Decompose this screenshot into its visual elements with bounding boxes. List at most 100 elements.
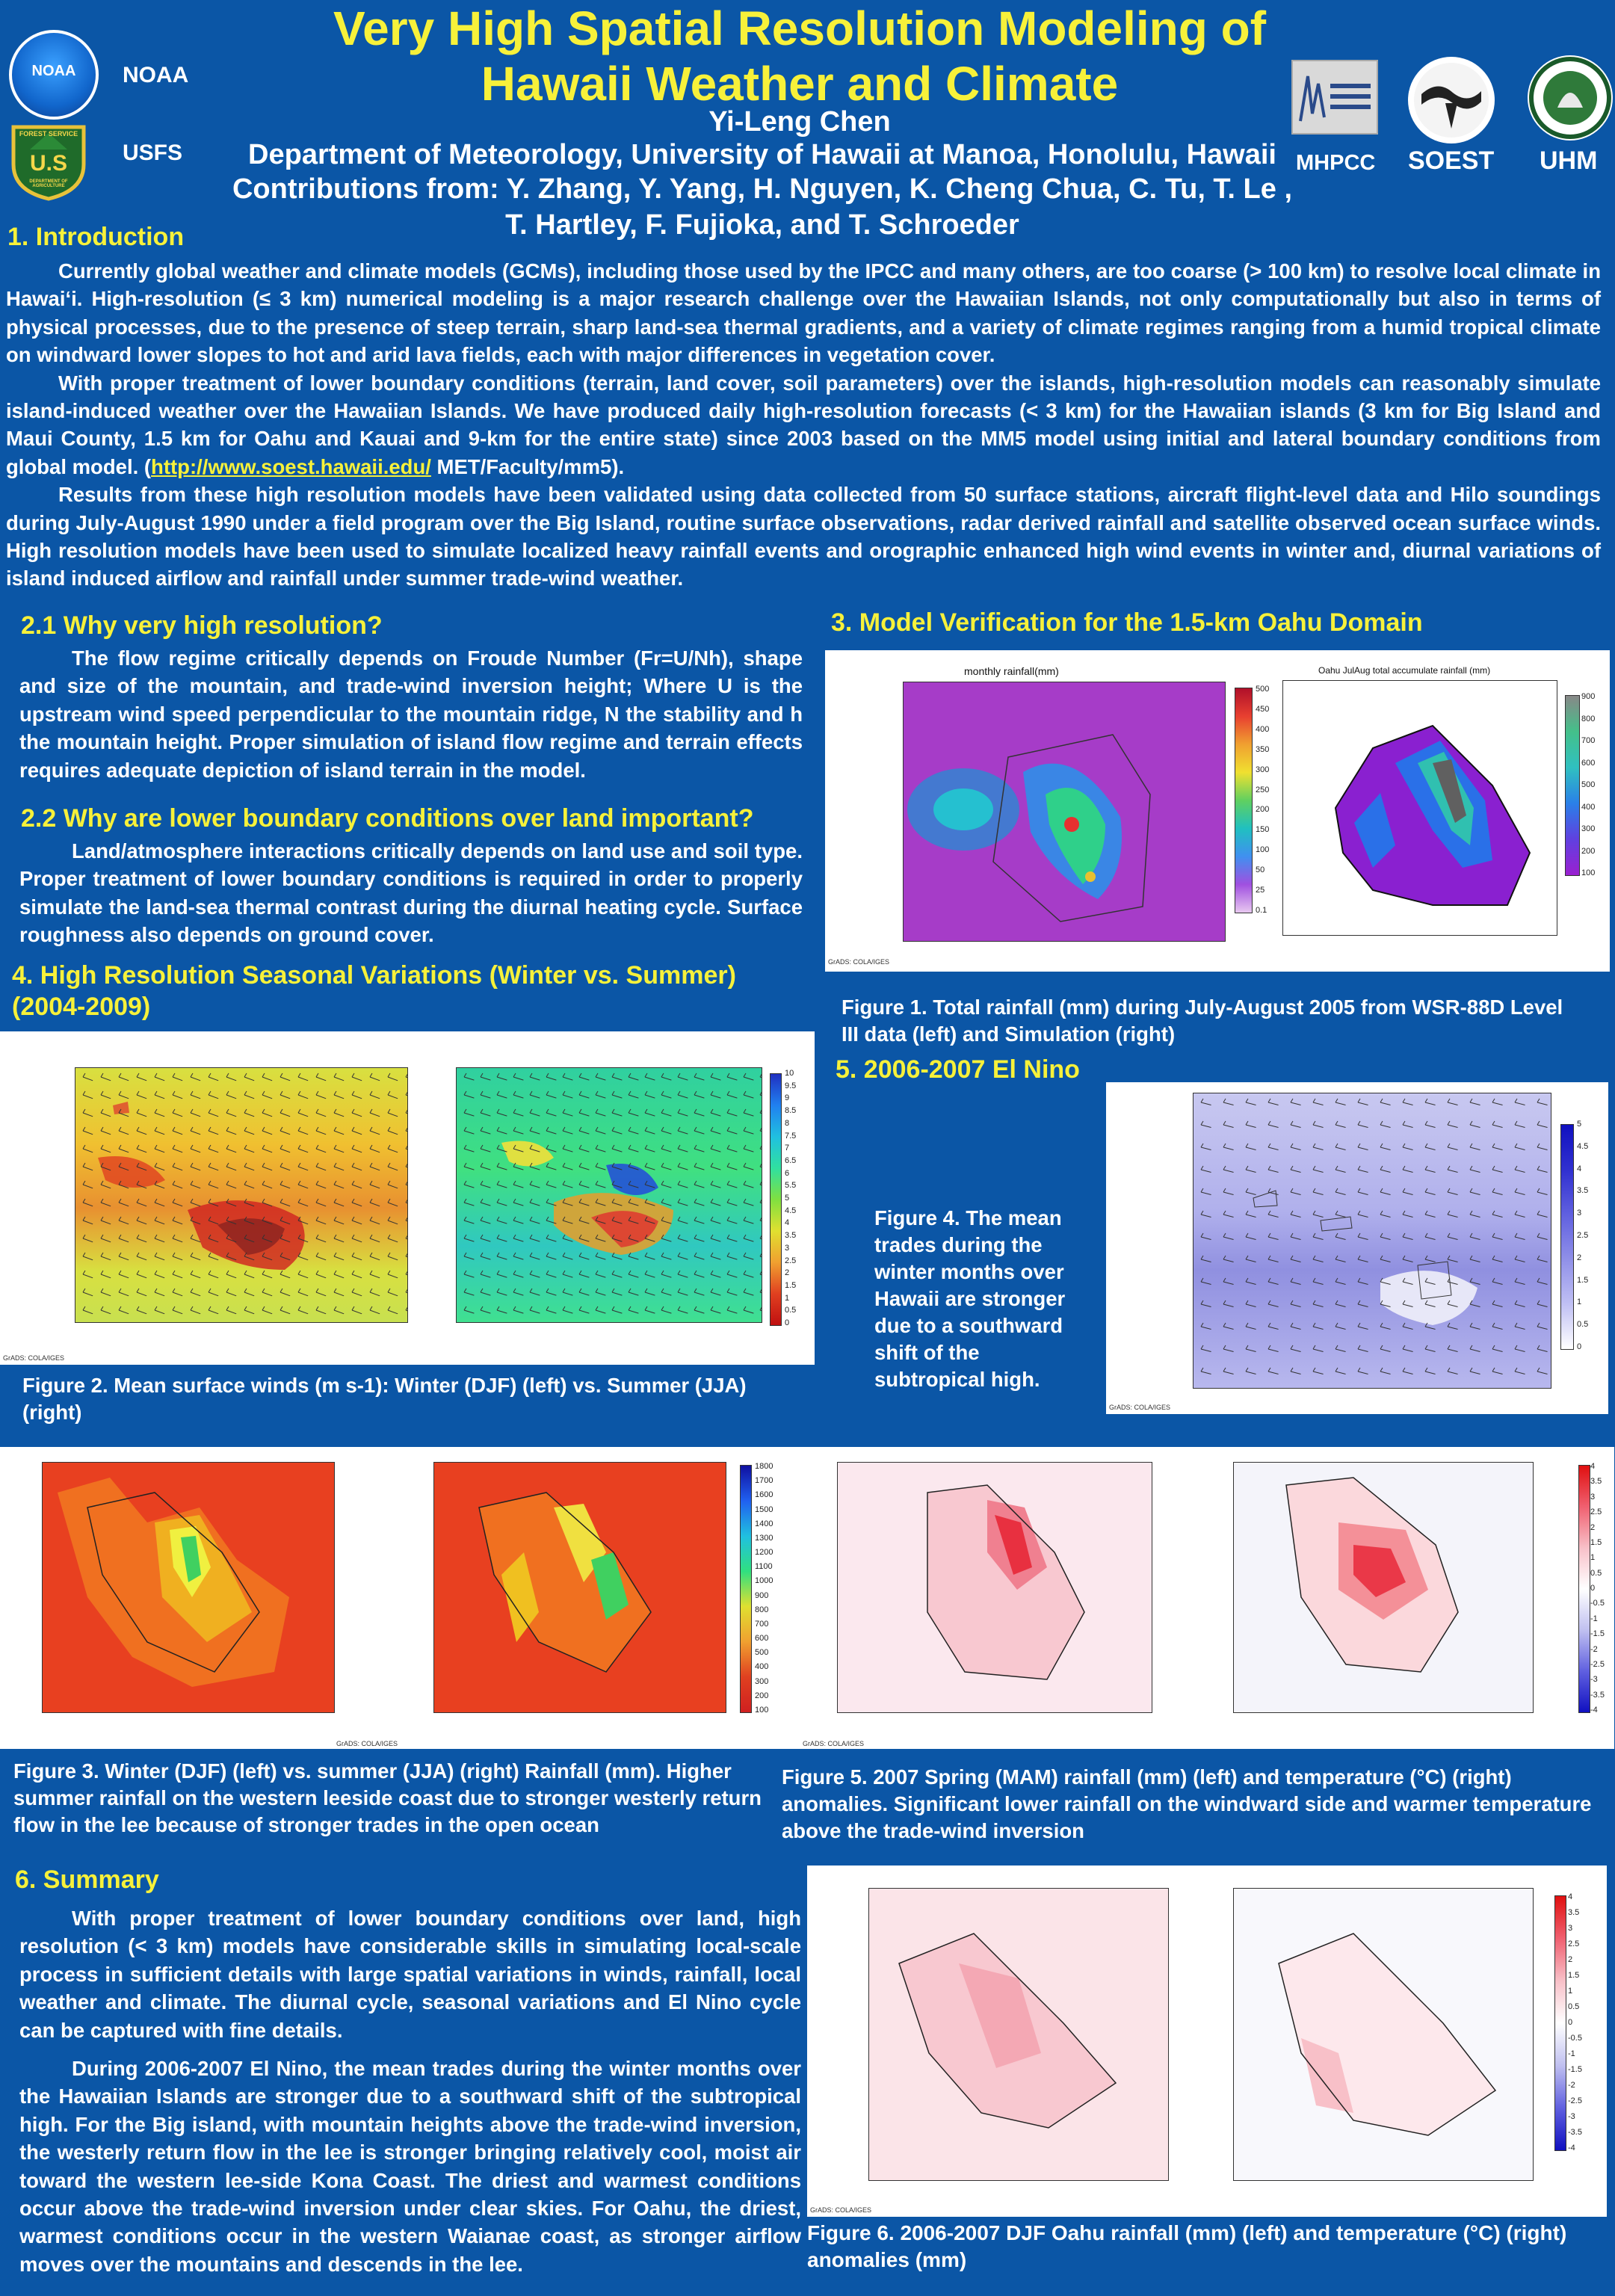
wind-barb: [1267, 1188, 1279, 1195]
wind-barb: [611, 1126, 623, 1135]
wind-barb: [595, 1306, 606, 1314]
fig2-tick-label: 0.5: [785, 1306, 797, 1315]
wind-barb: [262, 1180, 273, 1189]
wind-barb: [562, 1144, 573, 1152]
wind-barb: [1335, 1210, 1346, 1218]
wind-barb: [100, 1108, 111, 1117]
wind-barb: [315, 1162, 327, 1171]
fig1-left-tick-label: 0.1: [1256, 906, 1267, 915]
wind-barb: [1380, 1367, 1391, 1374]
wind-barb: [628, 1180, 639, 1188]
wind-barb: [262, 1198, 273, 1207]
wind-barb: [280, 1216, 291, 1225]
wind-barb: [1290, 1322, 1301, 1330]
wind-barb: [496, 1216, 507, 1224]
wind-barb: [677, 1073, 688, 1081]
wind-barb: [333, 1090, 345, 1099]
fig1-right-tick-label: 600: [1581, 758, 1596, 768]
wind-barb: [208, 1090, 219, 1099]
wind-barb: [1424, 1367, 1436, 1374]
fig4-tick-label: 4.5: [1577, 1141, 1589, 1151]
wind-barb: [1335, 1367, 1346, 1374]
wind-barb: [208, 1234, 219, 1243]
wind-barb: [405, 1289, 407, 1294]
wind-barb: [546, 1180, 557, 1188]
intro-p2: With proper treatment of lower boundary …: [6, 371, 1601, 478]
wind-barb: [1223, 1143, 1234, 1150]
wind-barb: [463, 1216, 475, 1224]
wind-barb: [677, 1270, 688, 1278]
wind-barb: [546, 1270, 557, 1278]
wind-barb: [387, 1073, 398, 1081]
fig2-tick-label: 8.5: [785, 1106, 797, 1116]
fig2-tick-label: 1: [785, 1293, 790, 1303]
wind-barb: [578, 1306, 590, 1314]
wind-barb: [297, 1216, 309, 1225]
wind-barb: [463, 1108, 475, 1117]
title-line-1: Very High Spatial Resolution Modeling of: [333, 1, 1267, 55]
wind-barb: [244, 1180, 255, 1189]
fig2-tick-label: 4: [785, 1218, 790, 1228]
wind-barb: [759, 1235, 762, 1240]
wind-barb: [208, 1162, 219, 1171]
wind-barb: [1200, 1232, 1211, 1240]
wind-barb: [513, 1073, 524, 1081]
intro-link[interactable]: http://www.soest.hawaii.edu/: [151, 454, 431, 478]
wind-barb: [562, 1162, 573, 1170]
wind-barb: [1312, 1277, 1324, 1285]
wind-barb: [172, 1180, 183, 1189]
fig3-right-map: [433, 1462, 726, 1713]
wind-barb: [1200, 1120, 1211, 1128]
wind-barb: [1290, 1232, 1301, 1240]
fig4-tick-label: 4: [1577, 1164, 1582, 1173]
wind-barb: [351, 1234, 362, 1243]
wind-barb: [1402, 1345, 1413, 1352]
wind-barb: [694, 1252, 705, 1260]
fig4-caption: Figure 4. The mean trades during the win…: [874, 1206, 1066, 1391]
wind-barb: [463, 1073, 475, 1081]
wind-barb: [190, 1216, 201, 1225]
wind-barb: [1245, 1210, 1256, 1218]
fig1-left-tick-label: 150: [1256, 825, 1270, 835]
wind-barb: [546, 1252, 557, 1260]
fig1-caption: Figure 1. Total rainfall (mm) during Jul…: [842, 996, 1563, 1046]
wind-barb: [513, 1180, 524, 1188]
wind-barb: [1492, 1300, 1503, 1307]
wind-barb: [1514, 1120, 1525, 1128]
mhpcc-label: MHPCC: [1296, 151, 1376, 175]
fig5-tick-label: -1.5: [1590, 1629, 1605, 1639]
wind-barb: [562, 1108, 573, 1117]
wind-barb: [710, 1198, 721, 1206]
wind-barb: [190, 1073, 201, 1081]
s4-heading-line-1: 4. High Resolution Seasonal Variations (…: [12, 961, 736, 990]
wind-barb: [644, 1306, 655, 1314]
wind-barb: [208, 1126, 219, 1135]
wind-barb: [529, 1198, 540, 1206]
wind-barb: [118, 1216, 129, 1225]
wind-barb: [82, 1162, 93, 1171]
wind-barb: [333, 1288, 345, 1297]
wind-barb: [463, 1270, 475, 1278]
wind-barb: [1200, 1345, 1211, 1352]
wind-barb: [694, 1180, 705, 1188]
wind-barb: [677, 1162, 688, 1170]
wind-barb: [172, 1270, 183, 1279]
fig1-right-tick-label: 100: [1581, 868, 1596, 877]
wind-barb: [513, 1198, 524, 1206]
wind-barb: [595, 1180, 606, 1188]
wind-barb: [546, 1306, 557, 1314]
wind-barb: [644, 1216, 655, 1224]
wind-barb: [226, 1270, 237, 1279]
wind-barb: [1223, 1367, 1234, 1374]
wind-barb: [1312, 1345, 1324, 1352]
wind-barb: [1469, 1165, 1480, 1173]
wind-barb: [1290, 1188, 1301, 1195]
fig1-left-rain-field: [907, 734, 1151, 922]
fig2-tick-label: 10: [785, 1069, 794, 1078]
wind-barb: [387, 1162, 398, 1171]
fig6-credit: GrADS: COLA/IGES: [810, 2206, 872, 2214]
wind-barb: [244, 1288, 255, 1297]
wind-barb: [1267, 1232, 1279, 1240]
fig6-tick-label: 2: [1568, 1955, 1573, 1964]
wind-barb: [710, 1162, 721, 1170]
